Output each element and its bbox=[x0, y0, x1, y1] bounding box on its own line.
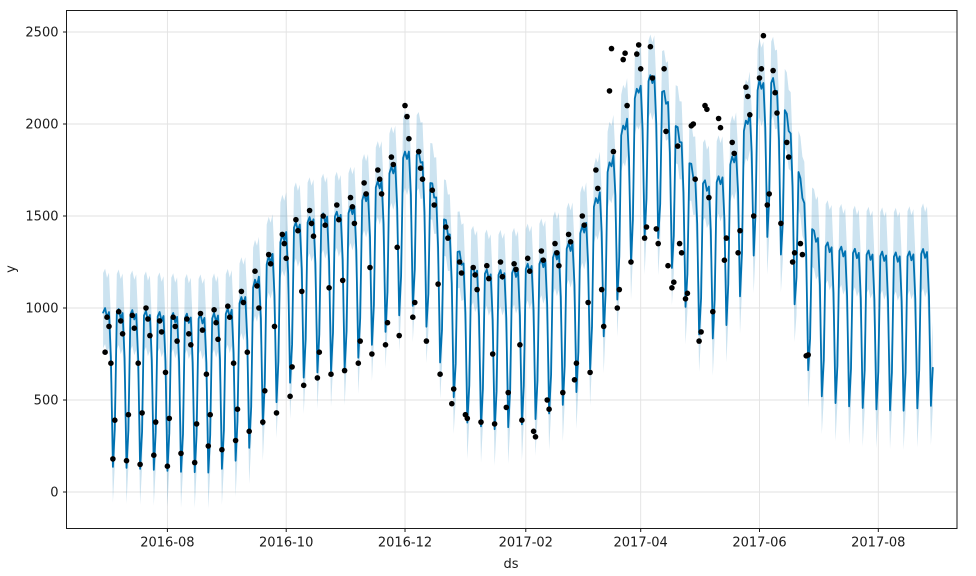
x-tick-labels: 2016-08 2016-10 2016-12 2017-02 2017-04 2017-… bbox=[140, 536, 905, 551]
y-tick-labels: 0 500 1000 1500 2000 2500 bbox=[25, 26, 58, 501]
y-tick-label: 1000 bbox=[25, 302, 58, 317]
y-tick-label: 2000 bbox=[25, 118, 58, 133]
y-tick-label: 0 bbox=[50, 486, 58, 501]
x-tick-label: 2016-08 bbox=[140, 536, 194, 551]
x-tick-label: 2017-08 bbox=[851, 536, 905, 551]
axes-frame bbox=[66, 10, 958, 529]
x-tick-label: 2017-02 bbox=[499, 536, 553, 551]
observation-points bbox=[102, 32, 811, 470]
y-tick-label: 1500 bbox=[25, 210, 58, 225]
y-tick-label: 500 bbox=[34, 394, 59, 409]
x-tick-label: 2017-06 bbox=[732, 536, 786, 551]
x-axis-label: ds bbox=[503, 557, 518, 572]
y-axis-label: y bbox=[4, 265, 19, 273]
x-tick-label: 2017-04 bbox=[614, 536, 668, 551]
axis-ticks bbox=[63, 31, 879, 532]
y-tick-label: 2500 bbox=[25, 26, 58, 41]
x-tick-label: 2016-10 bbox=[259, 536, 313, 551]
x-tick-label: 2016-12 bbox=[378, 536, 432, 551]
